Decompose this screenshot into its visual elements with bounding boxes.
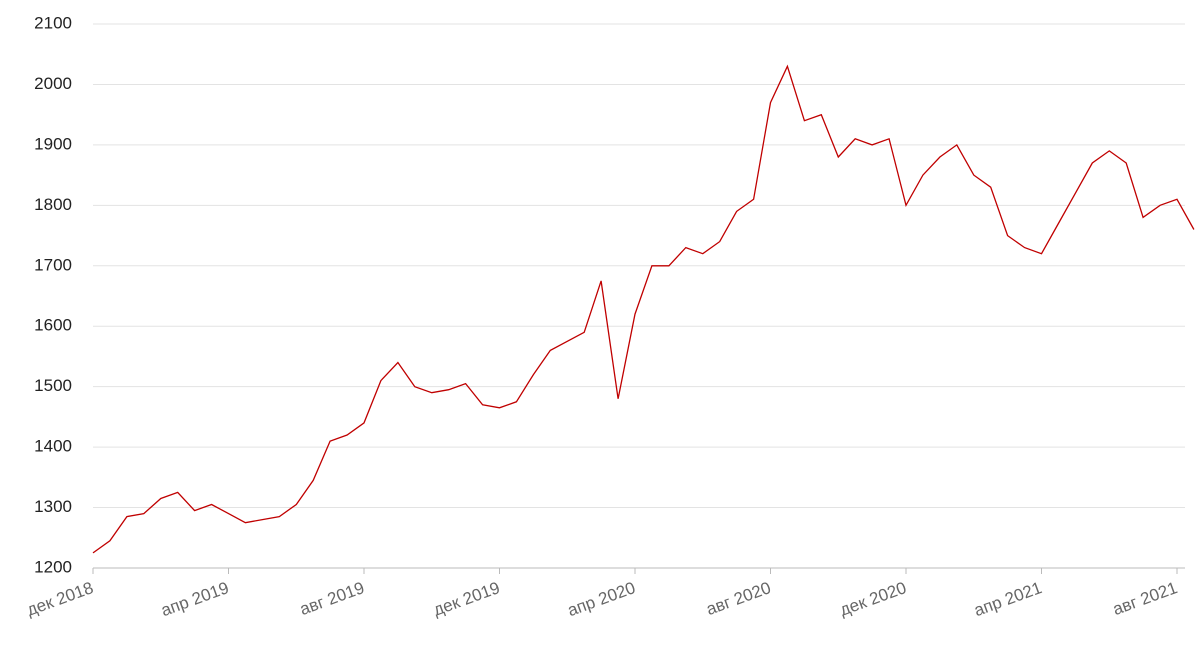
- y-tick-label: 1300: [34, 497, 72, 516]
- y-tick-label: 1500: [34, 376, 72, 395]
- y-tick-label: 1800: [34, 195, 72, 214]
- x-tick-label: апр 2019: [159, 578, 232, 620]
- y-tick-label: 2100: [34, 13, 72, 32]
- y-tick-label: 1600: [34, 316, 72, 335]
- x-tick-label: дек 2018: [24, 578, 96, 620]
- x-tick-label: авг 2020: [704, 578, 774, 619]
- y-tick-label: 2000: [34, 74, 72, 93]
- y-tick-label: 1900: [34, 134, 72, 153]
- y-tick-label: 1200: [34, 557, 72, 576]
- x-tick-label: дек 2020: [837, 578, 909, 620]
- x-tick-label: авг 2021: [1110, 578, 1180, 619]
- x-tick-label: апр 2020: [565, 578, 638, 620]
- x-tick-label: авг 2019: [297, 578, 367, 619]
- x-tick-label: дек 2019: [431, 578, 503, 620]
- y-tick-label: 1400: [34, 437, 72, 456]
- y-tick-label: 1700: [34, 255, 72, 274]
- x-tick-label: апр 2021: [972, 578, 1045, 620]
- price-line: [92, 64, 1195, 554]
